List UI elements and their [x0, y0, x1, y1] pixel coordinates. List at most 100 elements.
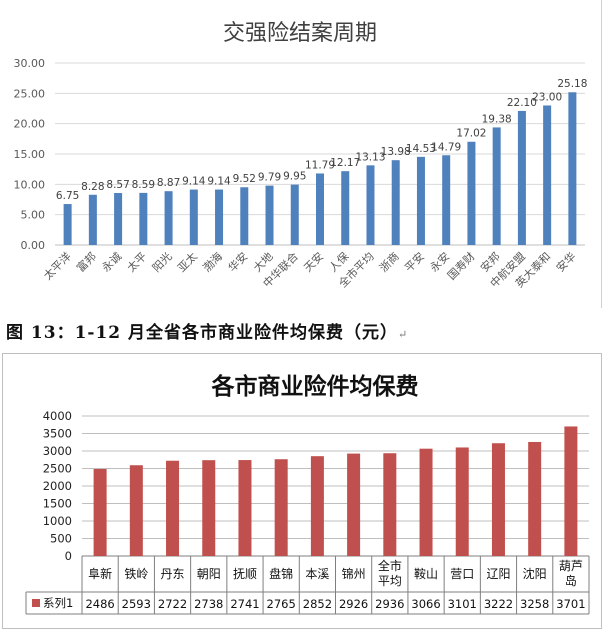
x-tick-label: 铁岭 [124, 567, 148, 581]
bar [274, 459, 288, 556]
x-tick-label: 抚顺 [233, 567, 257, 581]
table-value: 3101 [448, 597, 477, 611]
x-tick-label: 丹东 [161, 567, 185, 581]
x-tick-label: 太平 [125, 250, 150, 275]
table-value: 3066 [411, 597, 440, 611]
x-tick-label: 鞍山 [414, 566, 438, 581]
bar [215, 189, 224, 245]
table-value: 2936 [375, 597, 404, 611]
x-tick-label: 天安 [301, 249, 326, 274]
data-label: 8.87 [157, 177, 180, 189]
bar [129, 465, 143, 556]
table-value: 3701 [556, 597, 585, 611]
bar [93, 468, 107, 556]
data-label: 14.79 [431, 141, 461, 153]
x-tick-label: 渤海 [200, 249, 225, 274]
bar [63, 204, 72, 245]
bar [528, 441, 542, 556]
caption-text: 图 13：1-12 月全省各市商业险件均保费（元） [6, 323, 399, 343]
x-tick-label: 葫芦 [559, 559, 583, 573]
x-tick-label: 富邦 [74, 249, 99, 274]
bar [290, 184, 299, 245]
table-value: 2486 [85, 597, 114, 611]
x-tick-label: 阜新 [88, 566, 112, 581]
bar [88, 194, 97, 245]
y-tick-label: 2000 [43, 479, 72, 493]
y-tick-label: 2500 [43, 462, 72, 476]
data-label: 6.75 [56, 190, 79, 202]
data-label: 8.57 [106, 179, 129, 191]
bar [238, 460, 252, 556]
y-tick-label: 25.00 [14, 87, 46, 100]
data-label: 8.59 [132, 179, 155, 191]
bar [265, 185, 274, 245]
x-tick-label: 安华 [553, 249, 578, 274]
table-value: 3222 [484, 597, 513, 611]
data-label: 25.18 [557, 78, 587, 90]
table-value: 2593 [122, 597, 151, 611]
bar [455, 447, 469, 556]
table-value: 2852 [303, 597, 332, 611]
data-label: 19.38 [482, 113, 512, 125]
x-tick-label: 亚太 [175, 250, 200, 275]
table-value: 2765 [267, 597, 296, 611]
x-tick-label: 辽阳 [486, 567, 510, 581]
bar [492, 127, 501, 245]
bar [347, 453, 361, 556]
y-tick-label: 3000 [43, 444, 72, 458]
table-value: 2738 [194, 597, 223, 611]
x-tick-label: 锦州 [342, 567, 366, 581]
x-tick-label: 国寿财 [444, 249, 477, 282]
data-label: 9.14 [182, 176, 206, 188]
y-tick-label: 500 [50, 532, 72, 546]
chart-avg-premium-svg: 各市商业险件均保费 0 500 1000 1500 2000 2500 3000 3500 40… [25, 373, 590, 615]
y-tick-label: 20.00 [14, 118, 46, 131]
table-value: 2926 [339, 597, 368, 611]
x-tick-label: 平安 [402, 249, 427, 274]
bar [310, 456, 324, 556]
data-label: 17.02 [456, 128, 486, 140]
x-tick-label: 沈阳 [523, 566, 547, 581]
legend-label: 系列1 [43, 596, 73, 610]
data-label: 9.79 [258, 172, 281, 184]
y-tick-label: 3500 [43, 427, 72, 441]
bar [564, 426, 578, 556]
data-label: 9.52 [233, 173, 256, 185]
bar [366, 165, 375, 245]
bar [139, 192, 148, 245]
chart-settlement-cycle-svg: 交强险结案周期 0.00 5.00 10.00 15.00 20.00 25.00 30.0… [14, 21, 588, 290]
x-tick-label: 朝阳 [197, 567, 221, 581]
y-tick-label: 1500 [43, 497, 72, 511]
data-label: 11.79 [305, 159, 335, 171]
y-tick-label: 1000 [43, 514, 72, 528]
table-value: 3258 [520, 597, 549, 611]
data-label: 9.14 [207, 176, 231, 188]
bar [442, 155, 451, 245]
bar [166, 460, 180, 556]
bar [202, 460, 216, 556]
x-tick-label: 阳光 [149, 249, 174, 274]
legend-key [32, 599, 40, 607]
data-label: 9.95 [283, 171, 306, 183]
bar [164, 191, 173, 245]
chart-settlement-cycle: 交强险结案周期 0.00 5.00 10.00 15.00 20.00 25.00 30.0… [0, 0, 604, 308]
bar [568, 92, 577, 245]
figure-caption: 图 13：1-12 月全省各市商业险件均保费（元）↵ [6, 323, 409, 343]
data-label: 8.28 [81, 181, 104, 193]
x-tick-label: 浙商 [376, 249, 401, 274]
y-tick-label: 10.00 [14, 178, 46, 191]
chart-title: 各市商业险件均保费 [211, 373, 419, 400]
x-tick-label: 平均 [378, 574, 402, 588]
y-tick-label: 0.00 [21, 239, 46, 252]
data-label: 12.17 [330, 157, 360, 169]
chart-avg-premium: 各市商业险件均保费 0 500 1000 1500 2000 2500 3000 3500 40… [2, 353, 602, 629]
y-tick-label: 5.00 [21, 209, 46, 222]
x-tick-label: 太平洋 [41, 249, 74, 282]
bar [114, 193, 123, 245]
bar [316, 173, 324, 245]
bar [189, 189, 198, 245]
x-tick-label: 华安 [225, 249, 250, 274]
data-label: 14.53 [406, 143, 436, 155]
x-tick-label: 本溪 [305, 567, 329, 581]
bar [391, 160, 400, 245]
